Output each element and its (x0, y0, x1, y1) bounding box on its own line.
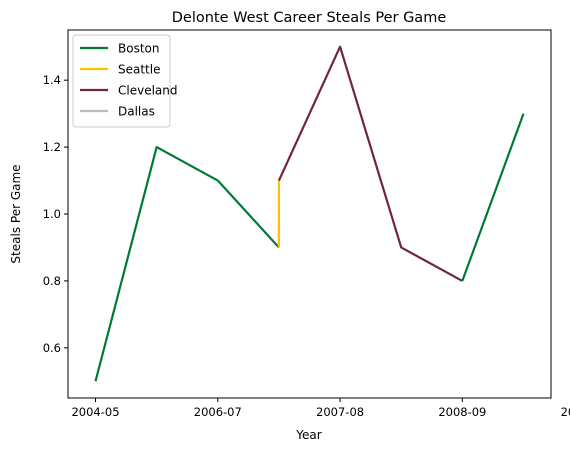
chart-title: Delonte West Career Steals Per Game (172, 10, 447, 26)
y-tick-label: 0.6 (43, 341, 61, 355)
legend-label-boston: Boston (118, 42, 159, 56)
legend: Boston Seattle Cleveland Dallas (72, 34, 178, 128)
y-tick-label: 1.4 (43, 73, 61, 87)
series-line-boston-4 (461, 113, 525, 282)
series-line-boston-0 (94, 145, 280, 382)
x-tick-label: 2010-11 (561, 405, 570, 419)
y-tick-label: 1.2 (43, 140, 61, 154)
legend-label-cleveland: Cleveland (118, 84, 178, 98)
x-tick-label: 2008-09 (438, 405, 486, 419)
legend-label-seattle: Seattle (118, 63, 160, 77)
y-axis: 0.6 0.8 1.0 1.2 1.4 (43, 73, 68, 355)
y-tick-label: 0.8 (43, 274, 61, 288)
series-line-cleveland-2 (277, 45, 463, 282)
x-axis: 2004-05 2006-07 2007-08 2008-09 2010-11 (71, 398, 570, 419)
legend-box (72, 34, 171, 128)
legend-label-dallas: Dallas (118, 105, 155, 119)
x-axis-label: Year (295, 428, 321, 442)
x-tick-label: 2004-05 (71, 405, 119, 419)
y-axis-label: Steals Per Game (9, 164, 23, 263)
series-lines (94, 45, 525, 382)
y-tick-label: 1.0 (43, 207, 61, 221)
x-tick-label: 2007-08 (316, 405, 364, 419)
x-tick-label: 2006-07 (194, 405, 242, 419)
